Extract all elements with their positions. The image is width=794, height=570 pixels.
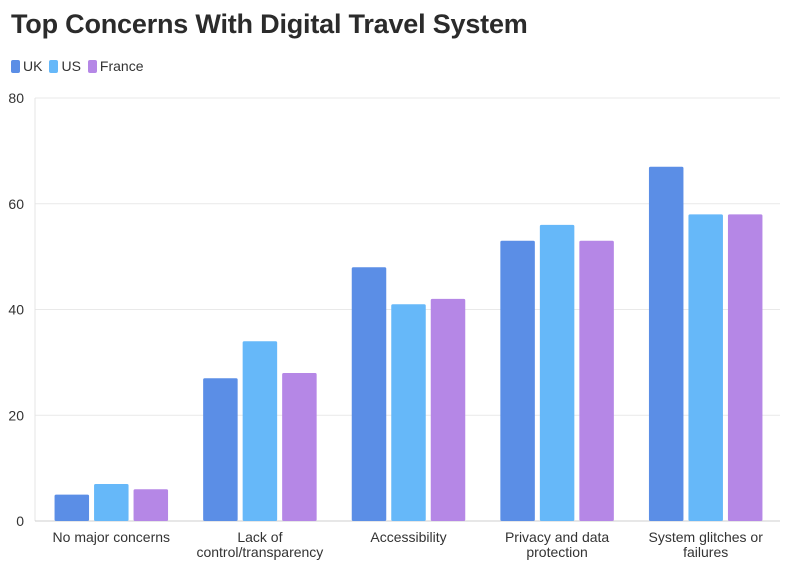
bar-us-3 [539, 224, 575, 521]
y-tick-label-60: 60 [8, 196, 24, 212]
y-tick-label-80: 80 [8, 90, 24, 106]
bar-france-2 [430, 298, 466, 521]
bar-uk-3 [500, 240, 535, 521]
x-tick-label-4: System glitches or failures [649, 529, 764, 560]
x-tick-label-3: Privacy and data protection [505, 529, 609, 560]
legend-label-uk: UK [23, 58, 43, 74]
legend-item-uk[interactable]: UK [11, 58, 42, 74]
legend-swatch-uk [11, 59, 20, 73]
y-tick-label-40: 40 [8, 302, 24, 318]
chart-title: Top Concerns With Digital Travel System [11, 9, 528, 39]
bar-uk-2 [351, 267, 387, 521]
bar-us-2 [391, 304, 426, 521]
legend-swatch-france [87, 59, 97, 73]
legend-item-france[interactable]: France [87, 58, 144, 74]
bar-uk-4 [648, 166, 684, 522]
bar-uk-1 [203, 378, 238, 521]
bar-us-1 [242, 341, 278, 521]
legend-swatch-us [49, 59, 59, 73]
bar-france-4 [727, 214, 763, 521]
legend: UK US France [11, 58, 150, 74]
x-tick-label-1: Lack of control/transparency [196, 529, 323, 560]
bar-france-1 [282, 372, 317, 521]
y-tick-label-0: 0 [16, 513, 24, 529]
legend-label-us: US [61, 58, 81, 74]
legend-label-france: France [99, 58, 144, 74]
x-tick-label-2: Accessibility [370, 529, 446, 545]
y-tick-label-20: 20 [8, 407, 24, 423]
bar-uk-0 [54, 494, 90, 521]
x-tick-label-0: No major concerns [53, 529, 171, 545]
legend-item-us[interactable]: US [49, 58, 81, 74]
bar-france-0 [133, 489, 169, 521]
bar-france-3 [579, 240, 614, 521]
bar-us-4 [688, 214, 723, 521]
bar-us-0 [94, 483, 129, 521]
